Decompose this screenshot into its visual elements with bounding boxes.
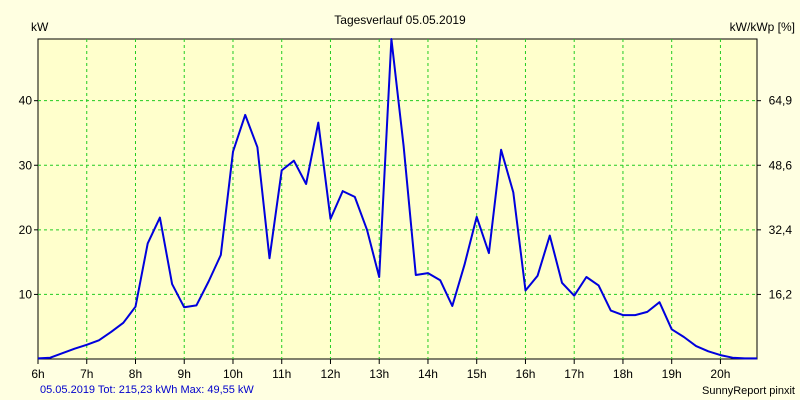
y-tick-label-left: 20 — [19, 223, 33, 237]
y-tick-label-right: 48,6 — [769, 158, 793, 172]
x-tick-label: 18h — [613, 367, 633, 381]
y-axis-right-unit: kW/kWp [%] — [730, 20, 795, 34]
series-group — [37, 38, 757, 360]
chart-title: Tagesverlauf 05.05.2019 — [334, 13, 466, 27]
x-tick-label: 7h — [80, 367, 93, 381]
x-tick-label: 10h — [223, 367, 243, 381]
x-tick-label: 20h — [710, 367, 730, 381]
y-axis-left-unit: kW — [31, 20, 49, 34]
y-tick-label-left: 10 — [19, 287, 33, 301]
x-tick-label: 11h — [272, 367, 291, 381]
x-tick-label: 9h — [178, 367, 191, 381]
x-tick-label: 6h — [31, 367, 44, 381]
x-tick-label: 12h — [320, 367, 340, 381]
x-tick-label: 13h — [369, 367, 389, 381]
axis-ticks — [34, 100, 761, 364]
y-tick-label-right: 32,4 — [769, 223, 793, 237]
y-tick-label-left: 40 — [19, 94, 33, 108]
y-tick-label-right: 16,2 — [769, 287, 793, 301]
y-tick-labels-left: 10 20 30 40 — [19, 94, 33, 302]
x-tick-label: 17h — [564, 367, 584, 381]
x-tick-label: 8h — [129, 367, 142, 381]
series-line-0 — [37, 38, 757, 360]
y-tick-label-right: 64,9 — [769, 94, 793, 108]
x-tick-labels: 6h 7h 8h 9h 10h 11h 12h 13h 14h 15h 16h 17h 18h 19h 20… — [31, 367, 730, 381]
y-tick-labels-right: 16,2 32,4 48,6 64,9 — [769, 94, 793, 302]
y-tick-label-left: 30 — [19, 158, 33, 172]
footer-brand: SunnyReport pinxit — [702, 385, 795, 397]
x-tick-label: 16h — [515, 367, 535, 381]
x-tick-label: 15h — [467, 367, 487, 381]
x-tick-label: 14h — [418, 367, 438, 381]
footer-summary: 05.05.2019 Tot: 215,23 kWh Max: 49,55 kW — [40, 384, 254, 396]
x-tick-label: 19h — [662, 367, 682, 381]
